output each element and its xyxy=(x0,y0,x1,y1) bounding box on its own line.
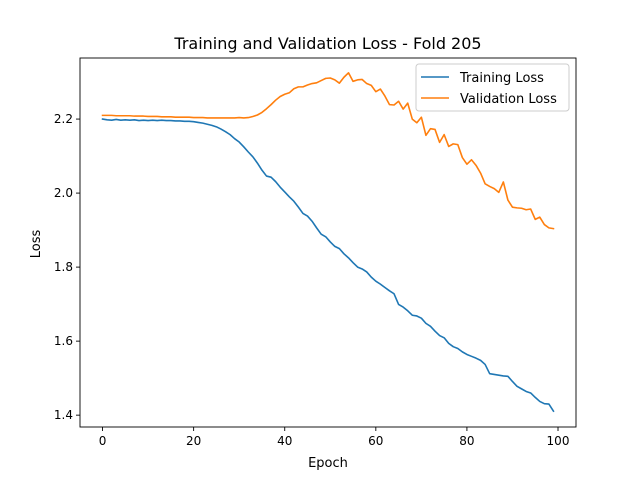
y-axis-title: Loss xyxy=(29,230,44,259)
legend-label-1: Validation Loss xyxy=(460,92,557,107)
y-tick-label: 1.6 xyxy=(54,334,73,348)
x-tick-label: 100 xyxy=(547,434,570,448)
legend-box xyxy=(415,63,570,112)
series-line-0 xyxy=(101,118,555,413)
x-tick-label: 80 xyxy=(459,434,474,448)
legend: Training Loss Validation Loss xyxy=(415,63,570,112)
chart-title: Training and Validation Loss - Fold 205 xyxy=(173,34,481,53)
y-tick-label: 1.4 xyxy=(54,408,73,422)
x-tick-label: 0 xyxy=(99,434,107,448)
y-tick-label: 2.2 xyxy=(54,112,73,126)
plot-area: 0 20 40 60 80 100 1.4 1.6 1.8 2.0 2.2 xyxy=(54,57,577,448)
series-line-1 xyxy=(101,72,555,230)
x-tick-label: 60 xyxy=(368,434,383,448)
y-tick-label: 2.0 xyxy=(54,186,73,200)
x-tick-label: 20 xyxy=(186,434,201,448)
y-tick-label: 1.8 xyxy=(54,260,73,274)
plot-frame xyxy=(79,57,577,428)
x-tick-label: 40 xyxy=(277,434,292,448)
x-axis-title: Epoch xyxy=(308,456,348,471)
legend-label-0: Training Loss xyxy=(459,71,544,86)
